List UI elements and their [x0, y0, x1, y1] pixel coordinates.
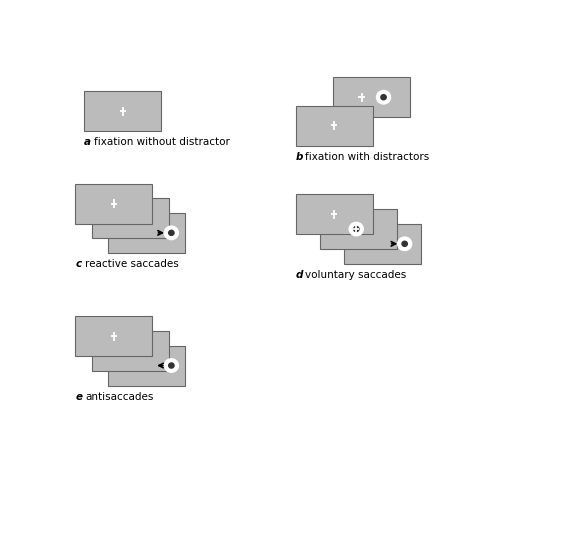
Circle shape: [169, 230, 174, 235]
Circle shape: [164, 226, 178, 240]
Bar: [108, 213, 185, 253]
Bar: [76, 184, 152, 224]
Circle shape: [381, 95, 386, 100]
Bar: [92, 199, 169, 238]
Bar: [344, 224, 421, 264]
Circle shape: [169, 363, 174, 368]
Text: reactive saccades: reactive saccades: [85, 259, 179, 269]
Circle shape: [164, 359, 178, 373]
Bar: [295, 194, 373, 234]
Circle shape: [377, 90, 391, 104]
Text: fixation without distractor: fixation without distractor: [94, 137, 230, 147]
Bar: [295, 106, 373, 146]
Text: d: d: [295, 270, 303, 280]
Bar: [333, 77, 410, 117]
Text: b: b: [295, 152, 303, 162]
Circle shape: [353, 226, 359, 231]
Text: a: a: [84, 137, 91, 147]
Text: c: c: [76, 259, 82, 269]
Text: fixation with distractors: fixation with distractors: [305, 152, 429, 162]
Text: antisaccades: antisaccades: [85, 392, 153, 402]
Bar: [92, 331, 169, 371]
Bar: [108, 346, 185, 386]
Circle shape: [398, 237, 412, 251]
Bar: [84, 91, 161, 131]
Text: e: e: [76, 392, 82, 402]
Circle shape: [402, 241, 407, 246]
Bar: [320, 209, 396, 249]
Text: voluntary saccades: voluntary saccades: [305, 270, 407, 280]
Circle shape: [349, 222, 364, 236]
Bar: [76, 316, 152, 356]
